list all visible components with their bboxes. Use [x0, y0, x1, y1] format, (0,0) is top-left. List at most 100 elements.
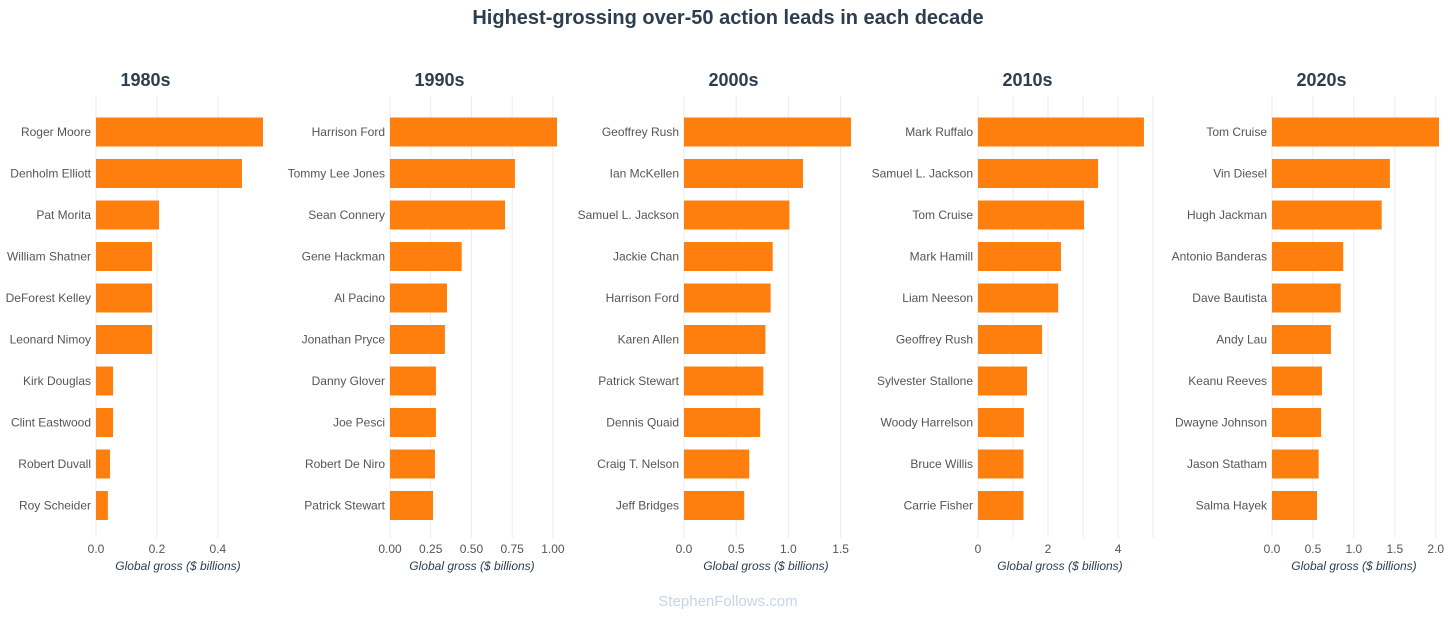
- x-axis-label: Global gross ($ billions): [115, 559, 240, 573]
- category-label: Roy Scheider: [19, 499, 91, 513]
- category-label: Vin Diesel: [1213, 167, 1267, 181]
- bar: [684, 242, 773, 271]
- category-label: Sylvester Stallone: [877, 374, 973, 388]
- bar: [978, 159, 1099, 188]
- bar: [684, 491, 745, 520]
- panel-2000s: 2000s Geoffrey Rush Ian McKellen Samuel L. …: [578, 70, 851, 573]
- tick-label: 0.75: [501, 542, 525, 556]
- tick-label: 0.50: [460, 542, 484, 556]
- category-label: Craig T. Nelson: [597, 457, 679, 471]
- category-label: Woody Harrelson: [881, 416, 973, 430]
- x-axis-label: Global gross ($ billions): [409, 559, 534, 573]
- bar: [390, 366, 436, 396]
- bar: [684, 449, 750, 479]
- category-label: Samuel L. Jackson: [578, 208, 679, 222]
- bar: [978, 200, 1085, 230]
- bar: [1272, 242, 1344, 271]
- bar: [978, 242, 1061, 271]
- category-label: Kirk Douglas: [23, 374, 91, 388]
- category-label: Dennis Quaid: [606, 416, 679, 430]
- bar: [684, 408, 761, 437]
- bar: [684, 117, 851, 147]
- category-label: Patrick Stewart: [304, 499, 385, 513]
- bar: [96, 117, 263, 147]
- bar: [978, 325, 1043, 354]
- category-label: Robert De Niro: [305, 457, 385, 471]
- chart-title: Highest-grossing over-50 action leads in…: [472, 7, 983, 29]
- category-label: Keanu Reeves: [1188, 374, 1267, 388]
- tick-label: 0.00: [378, 542, 402, 556]
- tick-label: 0.25: [419, 542, 443, 556]
- category-label: Harrison Ford: [312, 125, 385, 139]
- category-label: Leonard Nimoy: [10, 333, 91, 347]
- tick-label: 1.0: [1346, 542, 1363, 556]
- category-label: Geoffrey Rush: [896, 333, 973, 347]
- category-label: Jonathan Pryce: [302, 333, 386, 347]
- tick-label: 1.0: [780, 542, 797, 556]
- bar: [1272, 366, 1322, 396]
- tick-label: 0.5: [1305, 542, 1322, 556]
- tick-label: 0: [975, 542, 982, 556]
- category-label: Robert Duvall: [18, 457, 91, 471]
- panel-1990s: 1990s Harrison Ford Tommy Lee Jones Sean Co…: [288, 70, 565, 573]
- bar: [1272, 283, 1341, 313]
- x-axis-label: Global gross ($ billions): [1291, 559, 1416, 573]
- category-label: Gene Hackman: [302, 250, 385, 264]
- bar: [390, 159, 515, 188]
- bar: [1272, 408, 1322, 437]
- panel-1980s: 1980s Roger Moore Denholm Elliott Pat Morit…: [6, 70, 263, 573]
- bar: [96, 283, 153, 313]
- tick-label: 0.5: [728, 542, 745, 556]
- x-axis-label: Global gross ($ billions): [997, 559, 1122, 573]
- tick-label: 1.5: [832, 542, 849, 556]
- bar: [390, 242, 462, 271]
- tick-label: 0.0: [676, 542, 693, 556]
- category-label: Tommy Lee Jones: [288, 167, 385, 181]
- tick-label: 1.5: [1386, 542, 1403, 556]
- category-label: Mark Ruffalo: [905, 125, 973, 139]
- panel-2010s: 2010s Mark Ruffalo Samuel L. Jackson Tom Cr…: [872, 70, 1154, 573]
- bar: [684, 283, 771, 313]
- bar: [978, 117, 1144, 147]
- category-label: Tom Cruise: [1206, 125, 1267, 139]
- bar: [96, 200, 160, 230]
- tick-label: 4: [1115, 542, 1122, 556]
- bar: [96, 325, 153, 354]
- category-label: Danny Glover: [312, 374, 385, 388]
- watermark: StephenFollows.com: [658, 593, 797, 610]
- tick-label: 2: [1045, 542, 1052, 556]
- category-label: Geoffrey Rush: [602, 125, 679, 139]
- x-axis-label: Global gross ($ billions): [703, 559, 828, 573]
- bar: [684, 200, 790, 230]
- bar: [978, 449, 1024, 479]
- category-label: Jackie Chan: [613, 250, 679, 264]
- category-label: Samuel L. Jackson: [872, 167, 973, 181]
- bar: [978, 283, 1059, 313]
- category-label: Salma Hayek: [1196, 499, 1268, 513]
- category-label: Jeff Bridges: [616, 499, 679, 513]
- bar: [390, 449, 435, 479]
- category-label: Antonio Banderas: [1172, 250, 1267, 264]
- bar: [1272, 325, 1331, 354]
- tick-label: 0.0: [1264, 542, 1281, 556]
- category-label: Tom Cruise: [912, 208, 973, 222]
- bar: [96, 366, 114, 396]
- panel-title: 1990s: [414, 70, 464, 90]
- category-label: Patrick Stewart: [598, 374, 679, 388]
- bar: [1272, 159, 1390, 188]
- category-label: Denholm Elliott: [10, 167, 91, 181]
- bar: [96, 449, 111, 479]
- bar: [1272, 491, 1318, 520]
- bar: [684, 366, 764, 396]
- tick-label: 0.4: [210, 542, 227, 556]
- bar: [96, 491, 108, 520]
- panel-title: 1980s: [120, 70, 170, 90]
- panel-title: 2020s: [1296, 70, 1346, 90]
- category-label: Roger Moore: [21, 125, 91, 139]
- category-label: Dwayne Johnson: [1175, 416, 1267, 430]
- category-label: Hugh Jackman: [1187, 208, 1267, 222]
- bar: [390, 200, 506, 230]
- category-label: Al Pacino: [334, 291, 385, 305]
- bar: [978, 366, 1028, 396]
